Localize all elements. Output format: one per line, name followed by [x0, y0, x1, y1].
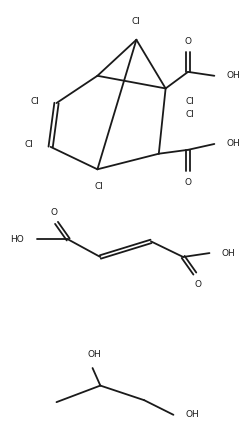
Text: Cl: Cl — [132, 17, 141, 26]
Text: OH: OH — [88, 350, 101, 359]
Text: Cl: Cl — [30, 97, 39, 106]
Text: O: O — [50, 208, 57, 217]
Text: Cl: Cl — [185, 110, 194, 119]
Text: OH: OH — [221, 249, 235, 257]
Text: O: O — [185, 178, 192, 187]
Text: Cl: Cl — [24, 140, 33, 149]
Text: O: O — [185, 37, 192, 45]
Text: OH: OH — [226, 71, 240, 80]
Text: O: O — [194, 281, 201, 289]
Text: Cl: Cl — [95, 182, 104, 191]
Text: OH: OH — [185, 410, 199, 420]
Text: OH: OH — [226, 139, 240, 149]
Text: HO: HO — [11, 235, 24, 244]
Text: Cl: Cl — [185, 97, 194, 106]
